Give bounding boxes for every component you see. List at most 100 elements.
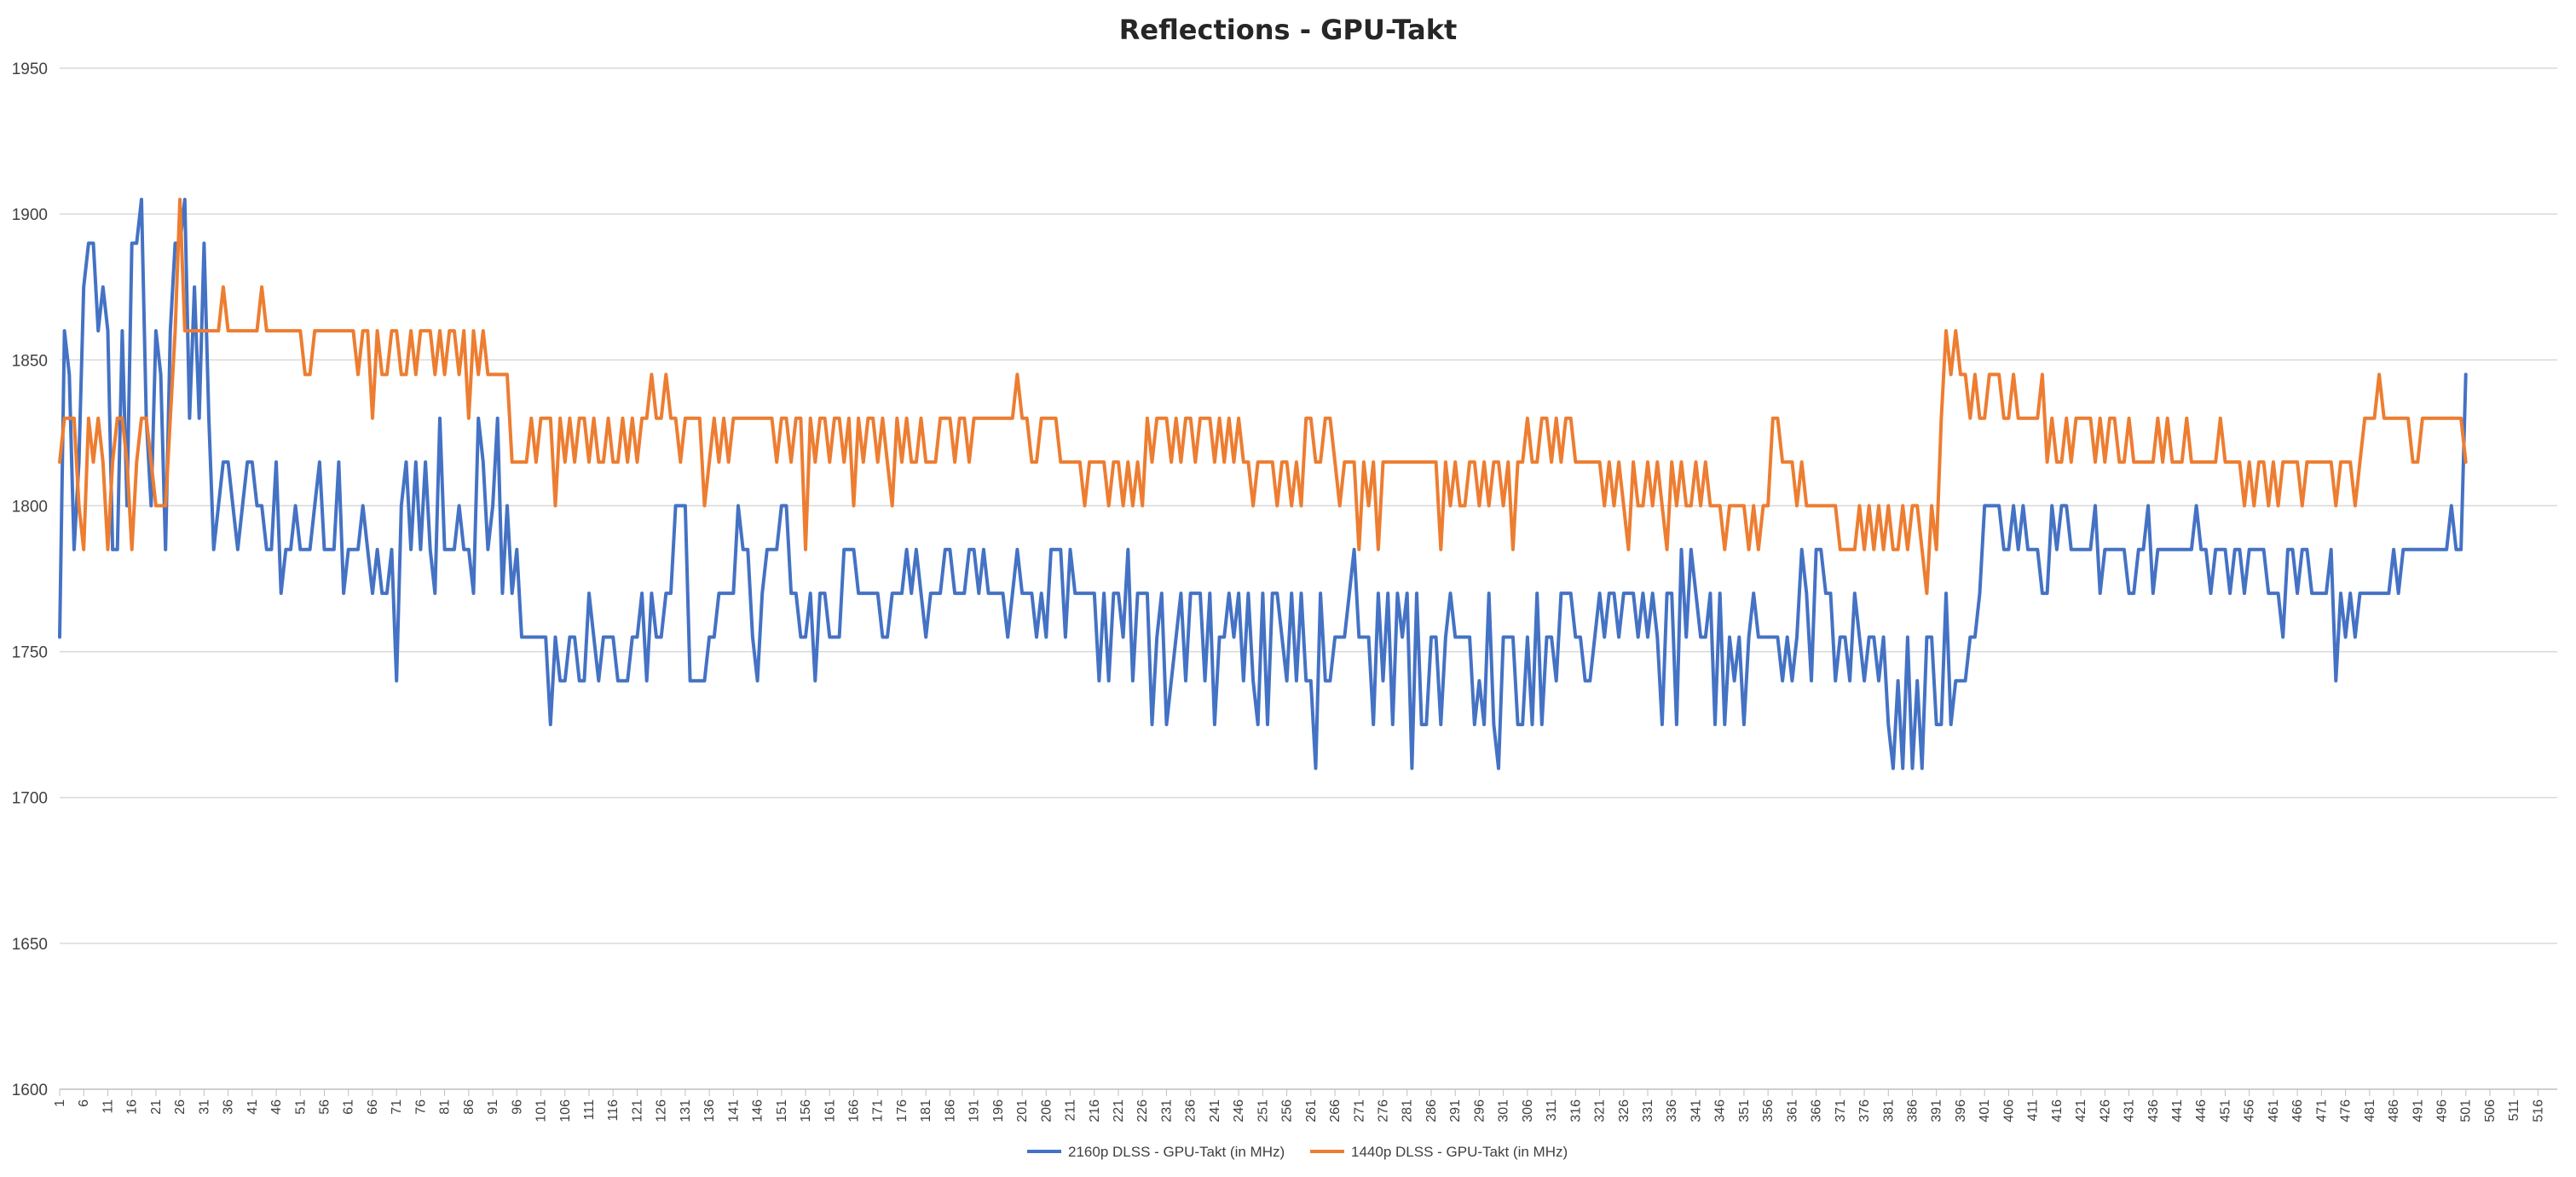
x-tick-label: 236 bbox=[1184, 1099, 1198, 1122]
x-tick-label: 256 bbox=[1280, 1099, 1295, 1122]
x-tick-label: 6 bbox=[77, 1099, 91, 1107]
x-tick-label: 26 bbox=[173, 1099, 188, 1115]
x-tick-label: 481 bbox=[2363, 1099, 2377, 1122]
x-tick-label: 376 bbox=[1857, 1099, 1872, 1122]
x-tick-label: 251 bbox=[1256, 1099, 1270, 1122]
x-tick-label: 226 bbox=[1135, 1099, 1150, 1122]
y-axis-ticks: 1600 1650 1700 1750 1800 1850 1900 1950 bbox=[12, 61, 48, 1099]
x-tick-label: 126 bbox=[655, 1099, 669, 1122]
x-tick-label: 336 bbox=[1665, 1099, 1679, 1122]
x-tick-label: 71 bbox=[390, 1099, 404, 1115]
x-tick-label: 246 bbox=[1232, 1099, 1246, 1122]
x-tick-label: 301 bbox=[1497, 1099, 1511, 1122]
x-tick-label: 31 bbox=[197, 1099, 211, 1115]
x-tick-label: 311 bbox=[1545, 1099, 1559, 1122]
x-tick-label: 86 bbox=[462, 1099, 477, 1115]
x-tick-label: 181 bbox=[919, 1099, 933, 1122]
x-tick-label: 281 bbox=[1401, 1099, 1415, 1122]
x-tick-label: 61 bbox=[342, 1099, 356, 1115]
gridlines bbox=[60, 67, 2557, 1090]
x-tick-label: 491 bbox=[2411, 1099, 2425, 1122]
x-tick-label: 271 bbox=[1352, 1099, 1366, 1122]
x-tick-label: 486 bbox=[2387, 1099, 2401, 1122]
y-tick-label: 1600 bbox=[12, 1082, 48, 1099]
x-tick-label: 21 bbox=[149, 1099, 164, 1115]
x-tick-label: 466 bbox=[2290, 1099, 2305, 1122]
x-tick-label: 116 bbox=[606, 1099, 621, 1122]
x-tick-label: 146 bbox=[751, 1099, 765, 1122]
x-tick-label: 41 bbox=[245, 1099, 260, 1115]
x-tick-label: 91 bbox=[486, 1099, 500, 1115]
x-tick-label: 176 bbox=[895, 1099, 910, 1122]
x-tick-label: 206 bbox=[1039, 1099, 1054, 1122]
y-tick-label: 1650 bbox=[12, 936, 48, 954]
x-tick-label: 261 bbox=[1304, 1099, 1319, 1122]
chart-title: Reflections - GPU-Takt bbox=[1119, 14, 1458, 46]
x-tick-label: 401 bbox=[1978, 1099, 1992, 1122]
x-tick-label: 506 bbox=[2483, 1099, 2498, 1122]
y-tick-label: 1850 bbox=[12, 352, 48, 370]
x-tick-label: 151 bbox=[775, 1099, 789, 1122]
x-tick-label: 136 bbox=[702, 1099, 717, 1122]
x-tick-label: 161 bbox=[823, 1099, 837, 1122]
x-tick-label: 511 bbox=[2507, 1099, 2521, 1122]
x-tick-label: 211 bbox=[1064, 1099, 1078, 1122]
x-tick-label: 461 bbox=[2267, 1099, 2281, 1122]
series-line-1 bbox=[58, 198, 2468, 770]
series-line-2 bbox=[58, 198, 2468, 596]
x-tick-label: 496 bbox=[2435, 1099, 2450, 1122]
x-tick-label: 66 bbox=[366, 1099, 380, 1115]
x-tick-label: 101 bbox=[534, 1099, 549, 1122]
x-tick-label: 296 bbox=[1472, 1099, 1487, 1122]
x-tick-label: 76 bbox=[413, 1099, 428, 1115]
x-tick-label: 396 bbox=[1954, 1099, 1968, 1122]
y-tick-label: 1800 bbox=[12, 498, 48, 516]
x-tick-label: 451 bbox=[2218, 1099, 2232, 1122]
x-tick-label: 141 bbox=[726, 1099, 741, 1122]
x-tick-label: 356 bbox=[1761, 1099, 1776, 1122]
x-tick-label: 421 bbox=[2074, 1099, 2088, 1122]
x-tick-label: 121 bbox=[630, 1099, 644, 1122]
x-tick-label: 406 bbox=[2001, 1099, 2016, 1122]
x-axis-ticks: 1 6 11 16 21 26 31 36 41 46 51 56 61 66 71 76 81 86 91 96 10… bbox=[53, 1089, 2545, 1122]
x-tick-label: 11 bbox=[101, 1099, 115, 1114]
x-tick-label: 1 bbox=[53, 1099, 67, 1107]
x-tick-label: 351 bbox=[1737, 1099, 1752, 1122]
x-tick-label: 16 bbox=[125, 1099, 140, 1115]
x-tick-label: 56 bbox=[318, 1099, 332, 1115]
y-tick-label: 1950 bbox=[12, 61, 48, 78]
x-tick-label: 431 bbox=[2123, 1099, 2137, 1122]
x-tick-label: 111 bbox=[582, 1099, 597, 1120]
legend: 2160p DLSS - GPU-Takt (in MHz) 1440p DLSS… bbox=[1027, 1144, 1568, 1160]
x-tick-label: 276 bbox=[1377, 1099, 1391, 1122]
x-tick-label: 471 bbox=[2314, 1099, 2329, 1122]
x-tick-label: 411 bbox=[2026, 1099, 2041, 1122]
x-tick-label: 326 bbox=[1617, 1099, 1632, 1122]
x-tick-label: 196 bbox=[991, 1099, 1006, 1122]
x-tick-label: 106 bbox=[558, 1099, 573, 1122]
x-tick-label: 386 bbox=[1906, 1099, 1920, 1122]
series-lines bbox=[58, 198, 2468, 770]
x-tick-label: 341 bbox=[1689, 1099, 1703, 1122]
x-tick-label: 266 bbox=[1328, 1099, 1343, 1122]
x-tick-label: 51 bbox=[293, 1099, 308, 1115]
x-tick-label: 416 bbox=[2050, 1099, 2065, 1122]
x-tick-label: 321 bbox=[1593, 1099, 1608, 1122]
x-tick-label: 216 bbox=[1088, 1099, 1102, 1122]
x-tick-label: 186 bbox=[943, 1099, 957, 1122]
legend-label-1: 2160p DLSS - GPU-Takt (in MHz) bbox=[1068, 1144, 1285, 1160]
x-tick-label: 131 bbox=[679, 1099, 693, 1122]
x-tick-label: 436 bbox=[2146, 1099, 2161, 1122]
x-tick-label: 291 bbox=[1448, 1099, 1463, 1122]
x-tick-label: 191 bbox=[967, 1099, 982, 1122]
x-tick-label: 156 bbox=[799, 1099, 813, 1122]
x-tick-label: 446 bbox=[2194, 1099, 2209, 1122]
x-tick-label: 201 bbox=[1015, 1099, 1030, 1122]
x-tick-label: 426 bbox=[2098, 1099, 2112, 1122]
x-tick-label: 391 bbox=[1930, 1099, 1944, 1122]
x-tick-label: 381 bbox=[1881, 1099, 1896, 1122]
x-tick-label: 241 bbox=[1208, 1099, 1222, 1122]
x-tick-label: 331 bbox=[1641, 1099, 1655, 1122]
